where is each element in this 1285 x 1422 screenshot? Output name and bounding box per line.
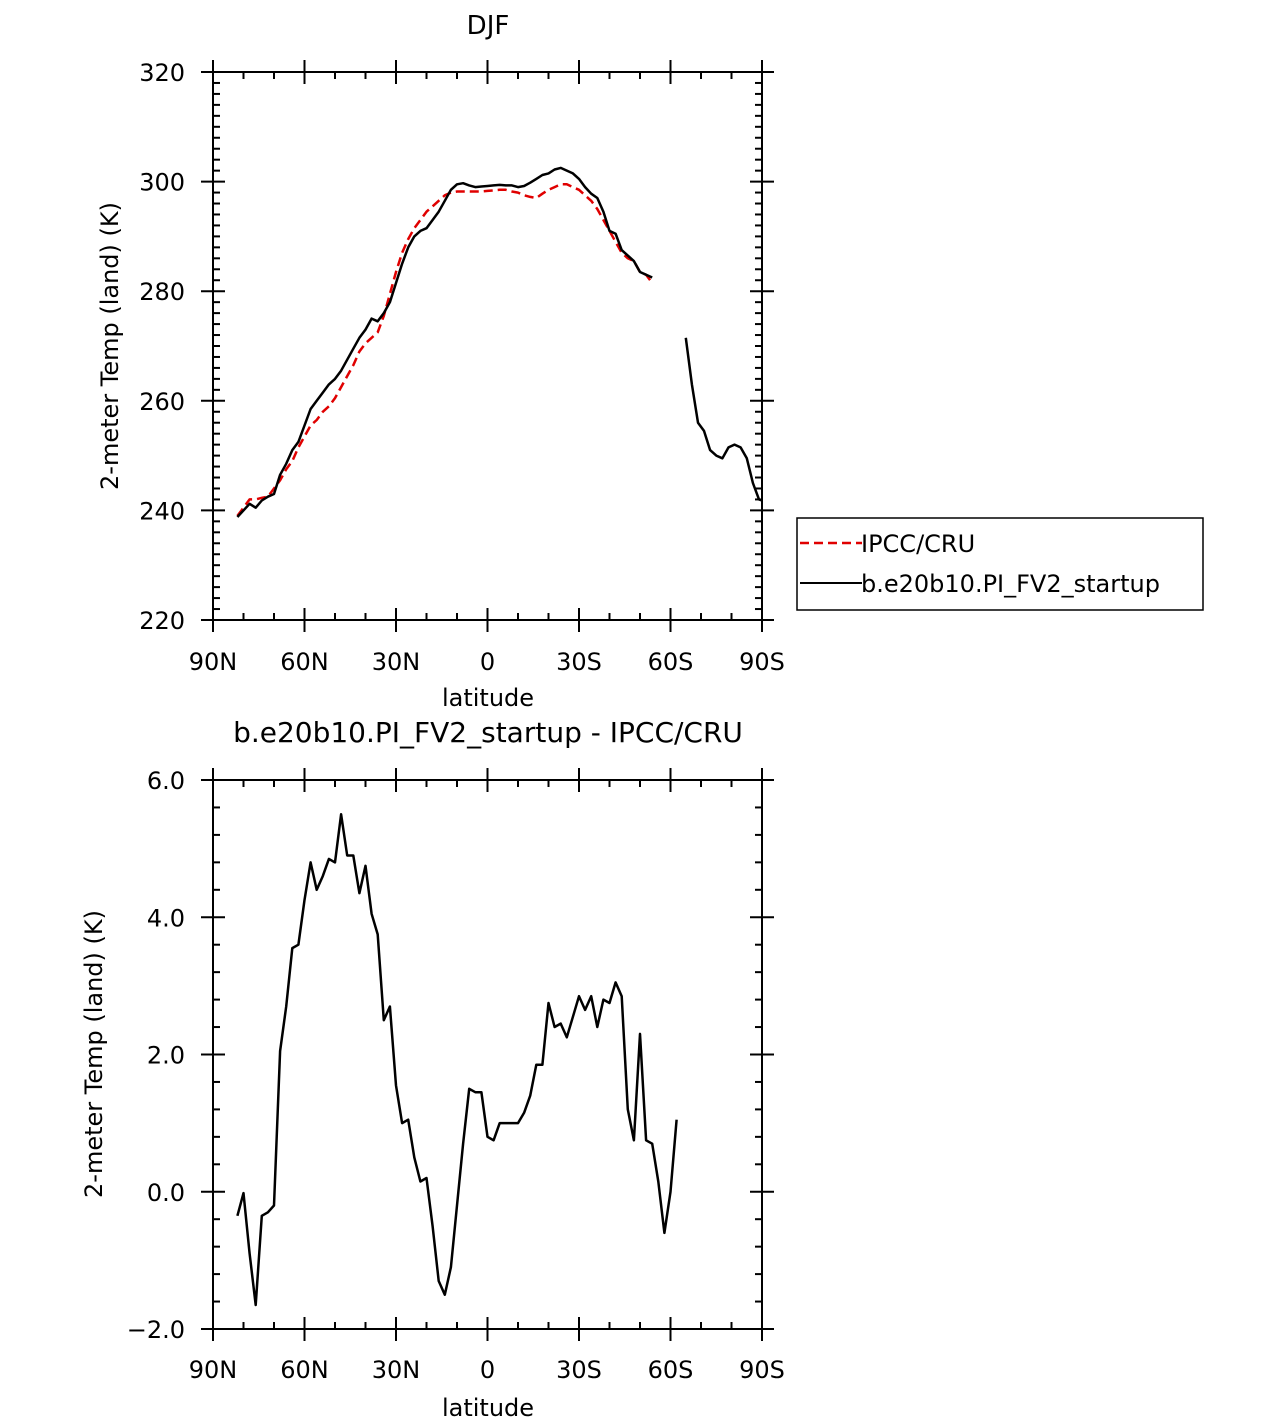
x-tick-label: 90N — [189, 1356, 238, 1384]
y-tick-label: 4.0 — [147, 904, 185, 932]
series-line-1 — [236, 183, 654, 517]
x-tick-label: 30N — [372, 1356, 421, 1384]
series-line-2 — [236, 166, 653, 518]
y-tick-label: 6.0 — [147, 767, 185, 795]
x-tick-label: 90S — [739, 648, 785, 676]
y-tick-label: 220 — [139, 607, 185, 635]
plot-frame — [212, 71, 763, 621]
x-tick-label: 30S — [556, 1356, 602, 1384]
x-tick-label: 60S — [648, 1356, 694, 1384]
x-axis: 90N 60N 30N 0 30S 60S 90S — [189, 768, 785, 1384]
x-tick-label: 30S — [556, 648, 602, 676]
x-axis-label: latitude — [442, 1394, 534, 1422]
series-line-2 — [684, 337, 763, 502]
legend: IPCC/CRU b.e20b10.PI_FV2_startup — [796, 517, 1204, 611]
series-line-1 — [236, 813, 678, 1307]
series-layer — [236, 166, 763, 518]
x-tick-label: 60S — [648, 648, 694, 676]
legend-label-ipcc-cru: IPCC/CRU — [861, 530, 975, 558]
y-axis: −2.0 0.0 2.0 4.0 6.0 — [127, 767, 774, 1344]
x-axis: 90N 60N 30N 0 30S 60S 90S — [189, 60, 785, 676]
y-tick-label: 260 — [139, 388, 185, 416]
x-tick-label: 90N — [189, 648, 238, 676]
y-axis-label: 2-meter Temp (land) (K) — [80, 910, 108, 1198]
x-axis-label: latitude — [442, 684, 534, 712]
y-tick-label: 300 — [139, 169, 185, 197]
y-axis-label: 2-meter Temp (land) (K) — [96, 202, 124, 490]
chart-title: b.e20b10.PI_FV2_startup - IPCC/CRU — [233, 716, 743, 749]
y-tick-label: 280 — [139, 278, 185, 306]
x-tick-label: 60N — [280, 648, 329, 676]
x-tick-label: 0 — [480, 1356, 495, 1384]
y-tick-label: −2.0 — [127, 1316, 185, 1344]
x-tick-label: 60N — [280, 1356, 329, 1384]
y-tick-label: 0.0 — [147, 1179, 185, 1207]
y-tick-label: 2.0 — [147, 1042, 185, 1070]
x-tick-label: 0 — [480, 648, 495, 676]
plot-frame — [212, 779, 763, 1330]
y-axis: 220 240 260 280 300 320 — [139, 59, 774, 635]
x-tick-label: 90S — [739, 1356, 785, 1384]
y-tick-label: 240 — [139, 497, 185, 525]
temperature-chart: DJF 90N 60N 30N 0 30S 60S 90S 220 240 260 280 300 3… — [96, 11, 1204, 712]
x-tick-label: 30N — [372, 648, 421, 676]
difference-chart: b.e20b10.PI_FV2_startup - IPCC/CRU 90N 60… — [80, 716, 785, 1422]
series-layer — [236, 813, 678, 1307]
legend-label-model: b.e20b10.PI_FV2_startup — [861, 570, 1160, 598]
chart-title: DJF — [467, 11, 510, 41]
legend-box — [796, 517, 1204, 611]
y-tick-label: 320 — [139, 59, 185, 87]
